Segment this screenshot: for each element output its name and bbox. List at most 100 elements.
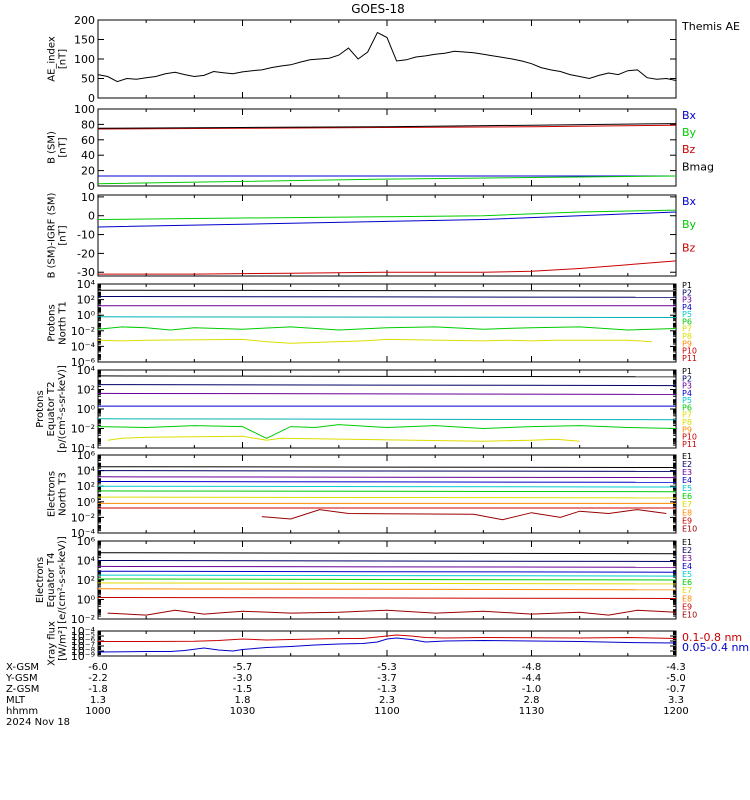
legend-entry: E4 xyxy=(682,562,692,571)
series-line-e2 xyxy=(97,470,677,472)
x-tick-value: 1100 xyxy=(374,706,399,717)
y-axis-label: [p/(cm²-s-sr-keV)] xyxy=(57,365,68,453)
legend-entry: P9 xyxy=(682,425,692,434)
y-tick-label: 10² xyxy=(77,480,95,493)
row-label-xgsm: X-GSM xyxy=(6,662,39,673)
series-line-p7 xyxy=(97,326,677,331)
y-tick-label: -20 xyxy=(77,247,95,260)
y-axis-label: [nT] xyxy=(58,137,69,157)
x-tick-value: 1130 xyxy=(519,706,544,717)
series-line-e4 xyxy=(97,481,677,483)
row-label-hhmm: hhmm xyxy=(6,706,38,717)
legend-entry: Bz xyxy=(682,143,696,156)
x-tick-value: 2.8 xyxy=(524,695,540,706)
series-line-p8 xyxy=(97,338,652,344)
y-tick-label: 10⁻⁴ xyxy=(71,340,96,353)
series-line-bz xyxy=(98,260,677,275)
y-axis-label: AE_index xyxy=(47,36,58,82)
legend-entry: E9 xyxy=(682,602,692,611)
panel-frame xyxy=(97,108,677,187)
series-line-p5 xyxy=(97,316,677,318)
legend-entry: E2 xyxy=(682,460,692,469)
y-axis-label: Xray flux xyxy=(47,621,58,666)
y-axis-label: [W/m²] xyxy=(58,626,69,661)
x-tick-value: -5.3 xyxy=(377,662,397,673)
y-tick-label: 10⁻⁹ xyxy=(71,650,95,663)
legend-entry: P5 xyxy=(682,310,692,319)
series-line-p2 xyxy=(97,296,677,298)
legend-entry: P3 xyxy=(682,296,692,305)
legend-entry: E5 xyxy=(682,484,692,493)
x-tick-value: -1.8 xyxy=(88,684,108,695)
y-tick-label: -10 xyxy=(77,229,95,242)
y-tick-label: 40 xyxy=(81,149,95,162)
legend-entry: P7 xyxy=(682,411,692,420)
series-line-p1 xyxy=(97,375,677,378)
y-tick-label: 0 xyxy=(88,92,95,105)
y-tick-label: 10⁻⁴ xyxy=(71,442,96,455)
panel-e2: 10⁻² 10⁰ 10² 10⁴ 10⁶ Electrons Equator T4 [e/(c… xyxy=(35,535,697,626)
series-line-e7 xyxy=(97,496,677,499)
legend-entry: E1 xyxy=(682,538,692,547)
y-tick-label: 10⁴ xyxy=(77,465,96,478)
x-tick-value: 1200 xyxy=(663,706,688,717)
series-line-e10 xyxy=(261,509,667,521)
y-axis-label: North T3 xyxy=(58,472,69,516)
series-line-bmag xyxy=(97,123,677,129)
y-axis-label: [e/(cm²-s-sr-keV)] xyxy=(57,536,68,624)
legend-entry: E10 xyxy=(682,610,697,619)
legend-entry: P7 xyxy=(682,325,692,334)
row-label-zgsm: Z-GSM xyxy=(6,684,39,695)
legend-entry: E8 xyxy=(682,508,692,517)
legend-entry: P3 xyxy=(682,382,692,391)
row-label-date: 2024 Nov 18 xyxy=(6,717,70,728)
y-axis-label: [nT] xyxy=(58,225,69,245)
y-tick-label: 10⁴ xyxy=(77,555,96,568)
series-line-0-05-0-4-nm xyxy=(97,637,677,653)
legend-entry: P6 xyxy=(682,403,692,412)
panel-frame xyxy=(97,194,677,277)
y-axis-label: Protons xyxy=(47,304,58,341)
legend-entry: 0.1-0.8 nm xyxy=(682,631,742,644)
panel-p1: 10⁻⁶ 10⁻⁴ 10⁻² 10⁰ 10² 10⁴ Protons North T1 P1P2… xyxy=(47,278,698,369)
legend-entry: E5 xyxy=(682,570,692,579)
y-axis-label: Protons xyxy=(35,390,46,427)
legend-entry: P4 xyxy=(682,389,692,398)
series-line-p1 xyxy=(97,289,677,292)
y-axis-label: North T1 xyxy=(58,301,69,345)
y-tick-label: 10⁻⁵ xyxy=(71,630,95,643)
y-axis-label: [nT] xyxy=(58,49,69,69)
series-line-e3 xyxy=(97,565,677,568)
x-tick-value: -2.2 xyxy=(88,673,108,684)
y-tick-label: 10² xyxy=(77,384,95,397)
y-tick-label: 10⁻⁴ xyxy=(71,625,96,638)
y-tick-label: 10⁴ xyxy=(77,364,96,377)
legend-entry: E9 xyxy=(682,516,692,525)
x-tick-value: -6.0 xyxy=(88,662,108,673)
series-line-e3 xyxy=(97,476,677,479)
series-line-e9 xyxy=(97,597,677,599)
y-tick-label: 10⁻⁸ xyxy=(71,645,96,658)
x-tick-value: 2.3 xyxy=(379,695,395,706)
panel-bsm: 0 20 40 60 80 100 B (SM) [nT] Bx By Bz Bmag xyxy=(47,103,715,193)
y-tick-label: 10⁰ xyxy=(77,309,96,322)
x-tick-value: -5.7 xyxy=(233,662,253,673)
series-line-themis-ae xyxy=(97,31,677,83)
y-tick-label: 10⁰ xyxy=(77,594,96,607)
legend-entry: P10 xyxy=(682,433,697,442)
y-tick-label: 10⁻⁶ xyxy=(71,356,96,369)
series-line-p2 xyxy=(97,384,677,387)
x-tick-value: -0.7 xyxy=(666,684,686,695)
series-line-e4 xyxy=(97,570,677,573)
x-axis-table: X-GSM Y-GSM Z-GSM MLT hhmm 2024 Nov 18 -… xyxy=(5,662,689,728)
y-tick-label: 100 xyxy=(74,103,95,116)
legend-entry: E7 xyxy=(682,586,692,595)
panel-bigrf: 10 0 -10 -20 -30 B (SM)-IGRF (SM) [nT] Bx By Bz xyxy=(47,191,697,279)
y-tick-label: 10⁻² xyxy=(71,423,95,436)
y-tick-label: 100 xyxy=(74,53,95,66)
series-line-e5 xyxy=(97,574,677,577)
y-tick-label: 80 xyxy=(81,118,95,131)
row-label-mlt: MLT xyxy=(6,695,26,706)
legend-entry: P10 xyxy=(682,347,697,356)
